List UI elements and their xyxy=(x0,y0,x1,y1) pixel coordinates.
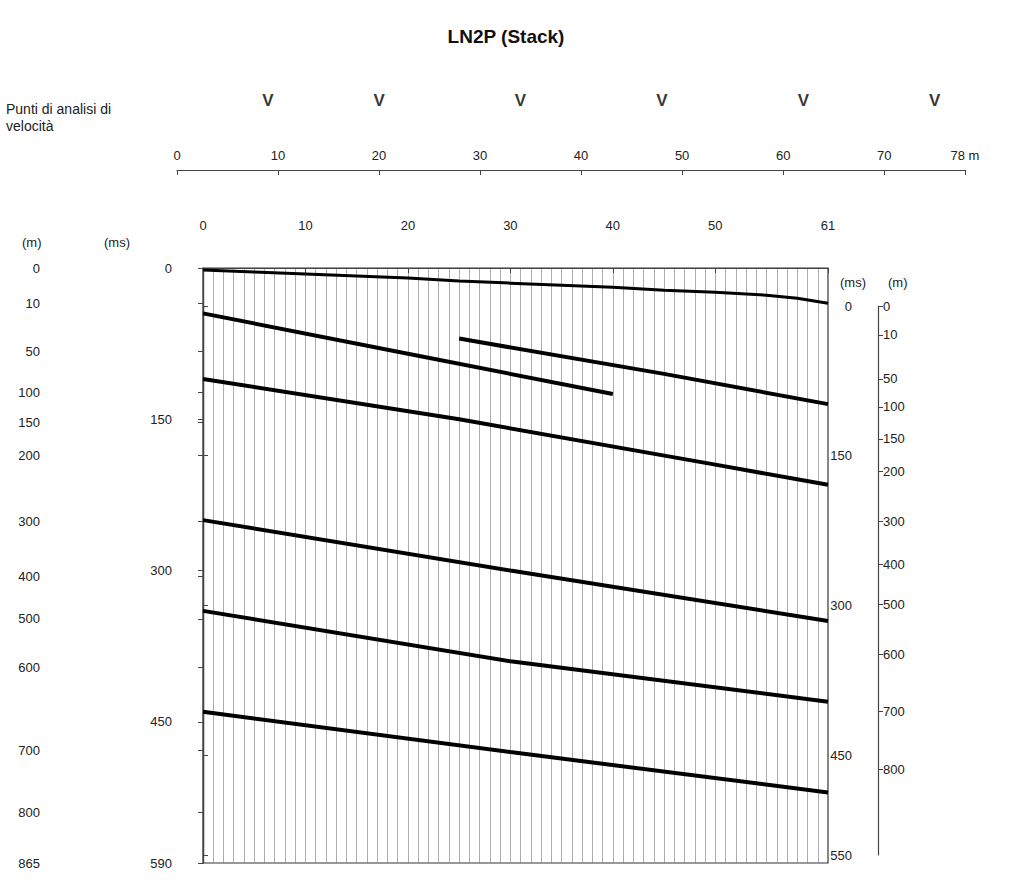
svg-text:100: 100 xyxy=(18,385,40,400)
svg-text:50: 50 xyxy=(26,344,40,359)
svg-text:30: 30 xyxy=(503,218,517,233)
svg-text:500: 500 xyxy=(18,611,40,626)
svg-text:40: 40 xyxy=(606,218,620,233)
svg-text:10: 10 xyxy=(298,218,312,233)
svg-text:865: 865 xyxy=(18,856,40,871)
svg-text:V: V xyxy=(798,91,810,110)
svg-text:V: V xyxy=(656,91,668,110)
svg-text:50: 50 xyxy=(708,218,722,233)
svg-text:V: V xyxy=(373,91,385,110)
svg-text:(ms): (ms) xyxy=(840,275,866,290)
svg-text:450: 450 xyxy=(150,714,172,729)
svg-text:100: 100 xyxy=(883,399,905,414)
svg-text:0: 0 xyxy=(165,261,172,276)
svg-text:40: 40 xyxy=(574,148,588,163)
svg-text:200: 200 xyxy=(883,464,905,479)
svg-text:(m): (m) xyxy=(888,275,908,290)
svg-text:590: 590 xyxy=(150,856,172,871)
svg-text:10: 10 xyxy=(26,296,40,311)
svg-text:0: 0 xyxy=(173,148,180,163)
svg-text:(ms): (ms) xyxy=(104,235,130,250)
svg-text:450: 450 xyxy=(830,748,852,763)
svg-text:50: 50 xyxy=(883,371,897,386)
svg-text:70: 70 xyxy=(877,148,891,163)
svg-text:10: 10 xyxy=(883,327,897,342)
svg-text:600: 600 xyxy=(883,647,905,662)
svg-text:800: 800 xyxy=(883,762,905,777)
svg-text:600: 600 xyxy=(18,660,40,675)
svg-text:78 m: 78 m xyxy=(951,148,980,163)
svg-text:0: 0 xyxy=(883,299,890,314)
svg-text:150: 150 xyxy=(150,412,172,427)
svg-text:20: 20 xyxy=(372,148,386,163)
svg-text:700: 700 xyxy=(883,704,905,719)
svg-text:300: 300 xyxy=(150,563,172,578)
svg-text:300: 300 xyxy=(18,514,40,529)
svg-text:500: 500 xyxy=(883,597,905,612)
svg-text:V: V xyxy=(515,91,527,110)
svg-text:150: 150 xyxy=(830,448,852,463)
svg-text:150: 150 xyxy=(18,415,40,430)
svg-text:50: 50 xyxy=(675,148,689,163)
svg-text:velocità: velocità xyxy=(6,118,54,134)
svg-text:200: 200 xyxy=(18,448,40,463)
svg-text:0: 0 xyxy=(845,299,852,314)
svg-text:Punti di analisi di: Punti di analisi di xyxy=(6,101,115,117)
svg-text:(m): (m) xyxy=(22,235,42,250)
svg-text:0: 0 xyxy=(199,218,206,233)
svg-text:550: 550 xyxy=(830,848,852,863)
svg-text:60: 60 xyxy=(776,148,790,163)
svg-text:10: 10 xyxy=(271,148,285,163)
svg-text:300: 300 xyxy=(830,598,852,613)
svg-text:61: 61 xyxy=(821,218,835,233)
svg-text:400: 400 xyxy=(883,557,905,572)
svg-text:V: V xyxy=(929,91,941,110)
svg-text:30: 30 xyxy=(473,148,487,163)
svg-text:150: 150 xyxy=(883,431,905,446)
svg-text:300: 300 xyxy=(883,514,905,529)
svg-text:20: 20 xyxy=(401,218,415,233)
svg-text:800: 800 xyxy=(18,805,40,820)
svg-text:700: 700 xyxy=(18,743,40,758)
svg-text:V: V xyxy=(262,91,274,110)
svg-text:LN2P (Stack): LN2P (Stack) xyxy=(448,26,565,47)
svg-text:0: 0 xyxy=(33,261,40,276)
svg-text:400: 400 xyxy=(18,569,40,584)
